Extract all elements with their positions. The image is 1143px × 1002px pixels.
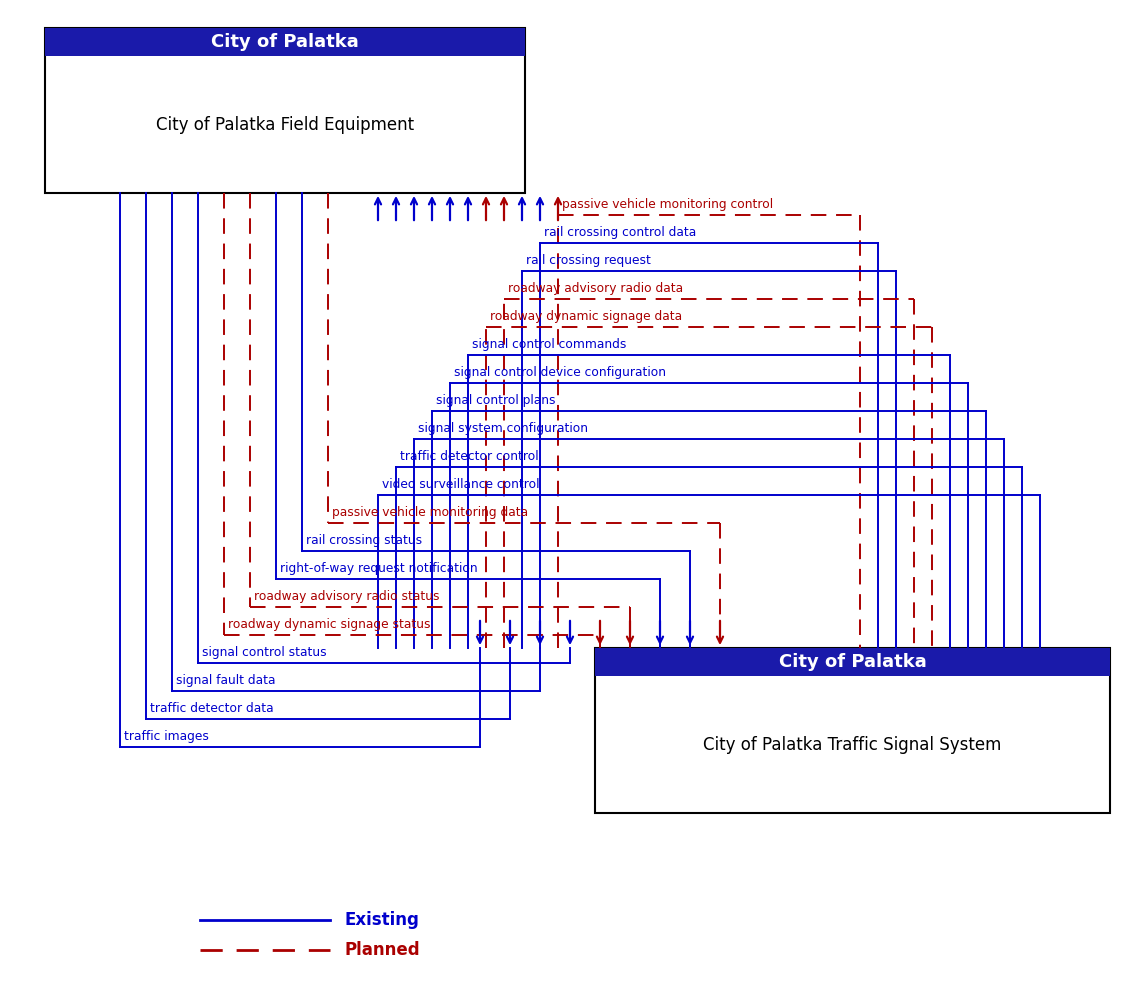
Text: traffic detector data: traffic detector data bbox=[150, 702, 273, 715]
Text: rail crossing control data: rail crossing control data bbox=[544, 226, 696, 239]
Text: signal control status: signal control status bbox=[202, 646, 327, 659]
Text: rail crossing request: rail crossing request bbox=[526, 254, 650, 267]
Text: rail crossing status: rail crossing status bbox=[306, 534, 422, 547]
Text: City of Palatka Field Equipment: City of Palatka Field Equipment bbox=[155, 115, 414, 133]
Text: traffic images: traffic images bbox=[123, 730, 209, 743]
Text: City of Palatka Traffic Signal System: City of Palatka Traffic Signal System bbox=[703, 735, 1001, 754]
Text: roadway advisory radio status: roadway advisory radio status bbox=[254, 590, 440, 603]
Bar bbox=[596, 648, 1110, 813]
Bar bbox=[45, 28, 525, 193]
Text: signal fault data: signal fault data bbox=[176, 674, 275, 687]
Text: signal system configuration: signal system configuration bbox=[418, 422, 588, 435]
Text: roadway dynamic signage status: roadway dynamic signage status bbox=[227, 618, 431, 631]
Text: roadway dynamic signage data: roadway dynamic signage data bbox=[490, 310, 682, 323]
Text: Planned: Planned bbox=[345, 941, 421, 959]
Text: signal control commands: signal control commands bbox=[472, 338, 626, 351]
Text: passive vehicle monitoring control: passive vehicle monitoring control bbox=[562, 198, 773, 211]
Text: roadway advisory radio data: roadway advisory radio data bbox=[507, 282, 684, 295]
Bar bbox=[45, 28, 525, 56]
Text: right-of-way request notification: right-of-way request notification bbox=[280, 562, 478, 575]
Text: signal control plans: signal control plans bbox=[435, 394, 555, 407]
Text: passive vehicle monitoring data: passive vehicle monitoring data bbox=[331, 506, 528, 519]
Text: City of Palatka: City of Palatka bbox=[778, 653, 926, 671]
Text: video surveillance control: video surveillance control bbox=[382, 478, 539, 491]
Bar bbox=[596, 648, 1110, 676]
Text: Existing: Existing bbox=[345, 911, 419, 929]
Text: traffic detector control: traffic detector control bbox=[400, 450, 538, 463]
Text: signal control device configuration: signal control device configuration bbox=[454, 366, 666, 379]
Text: City of Palatka: City of Palatka bbox=[211, 33, 359, 51]
